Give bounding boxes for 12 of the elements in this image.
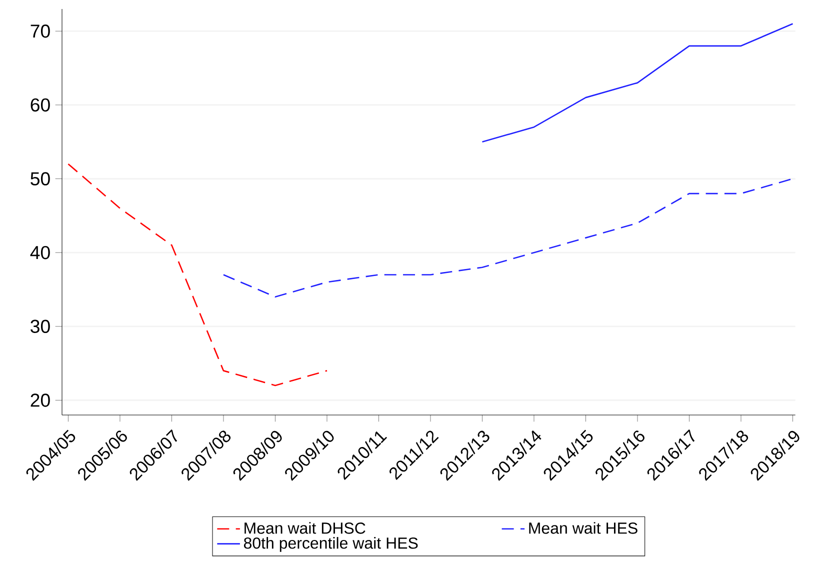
y-tick-label: 70 <box>30 24 50 38</box>
line-series <box>482 23 794 143</box>
y-tick-label: 60 <box>30 98 50 112</box>
legend-label: 80th percentile wait HES <box>244 537 418 552</box>
legend-label: Mean wait DHSC <box>244 522 366 534</box>
y-tick-label: 40 <box>30 246 50 260</box>
y-tick-label: 50 <box>30 172 50 186</box>
line-series <box>222 178 794 298</box>
line-series <box>68 163 328 386</box>
y-tick-label: 30 <box>30 320 50 334</box>
y-tick-label: 20 <box>30 394 50 407</box>
legend-label: Mean wait HES <box>529 522 638 534</box>
